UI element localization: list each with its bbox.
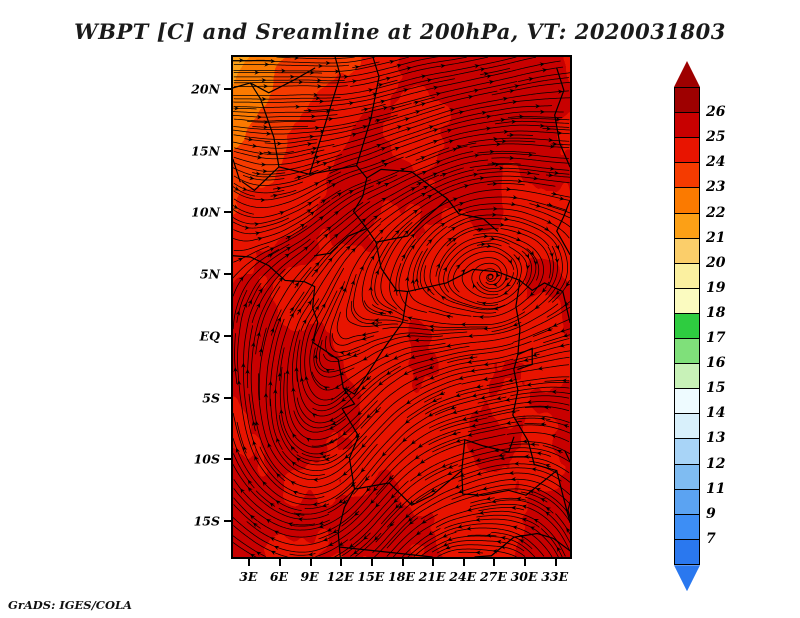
x-tick-label: 33E [541, 569, 569, 584]
x-tick-label: 27E [479, 569, 507, 584]
colorbar-segment [674, 338, 700, 365]
colorbar-segment [674, 488, 700, 516]
x-tick-label: 21E [418, 569, 446, 584]
latitude-axis: 20N 15N 10N 5N EQ 5S 10S 15S [0, 55, 231, 559]
y-tick-label: 15S [193, 513, 220, 529]
y-tick [224, 396, 231, 399]
colorbar-segment [674, 212, 700, 239]
x-tick-label: 18E [388, 569, 415, 584]
y-tick-label: 10N [191, 204, 220, 220]
colorbar-tick-label: 15 [706, 380, 726, 397]
colorbar-segment [674, 363, 700, 390]
colorbar-extend-low [674, 565, 700, 592]
colorbar-tick-label: 20 [706, 254, 726, 271]
colorbar-tick-label: 9 [706, 505, 716, 522]
colorbar-segment [674, 187, 700, 214]
colorbar-tick-label: 16 [706, 355, 726, 372]
longitude-axis: 3E 6E 9E 12E 15E 18E 21E 24E 27E 30E 33E [231, 559, 572, 589]
colorbar-tick-label: 25 [706, 129, 726, 146]
colorbar-tick-label: 14 [706, 405, 726, 422]
y-tick [224, 519, 231, 522]
x-tick-label: 24E [449, 569, 477, 584]
colorbar-tick-label: 24 [706, 154, 726, 171]
colorbar-extend-high [674, 61, 700, 87]
colorbar-segment [674, 162, 700, 189]
colorbar-segment [674, 538, 700, 566]
x-tick-label: 3E [239, 569, 258, 584]
x-tick-label: 9E [300, 569, 319, 584]
colorbar-tick-label: 12 [706, 455, 726, 472]
colorbar-tick-label: 22 [706, 204, 726, 221]
colorbar-segment [674, 287, 700, 315]
x-tick [432, 559, 435, 566]
x-tick [248, 559, 251, 566]
y-tick [224, 334, 231, 337]
colorbar-tick-label: 13 [706, 430, 726, 447]
x-tick [278, 559, 281, 566]
colorbar-segment [674, 413, 700, 440]
y-tick-label: 5S [202, 390, 220, 405]
y-tick [224, 273, 231, 276]
colorbar-segment [674, 388, 700, 415]
colorbar-tick-label: 17 [706, 330, 726, 346]
page-title: WBPT [C] and Sreamline at 200hPa, VT: 20… [74, 19, 726, 44]
y-tick-label: 20N [191, 81, 220, 97]
x-tick-label: 6E [269, 569, 289, 584]
colorbar-tick-label: 11 [706, 480, 726, 497]
y-tick-label: 10S [193, 451, 220, 467]
x-tick [524, 559, 527, 566]
x-tick [554, 559, 557, 566]
colorbar-tick-label: 23 [706, 179, 726, 196]
colorbar-tick-label: 7 [706, 530, 716, 547]
colorbar-segment [674, 87, 700, 114]
y-tick [224, 87, 231, 90]
x-tick [401, 559, 404, 566]
x-tick-label: 30E [510, 569, 538, 584]
x-tick-label: 15E [357, 569, 385, 584]
colorbar-segment [674, 137, 700, 164]
x-tick [493, 559, 496, 566]
y-tick [224, 149, 231, 152]
colorbar-segment [674, 438, 700, 465]
credit-text: GrADS: IGES/COLA [8, 598, 132, 612]
y-tick-label: 15N [191, 143, 220, 159]
colorbar-segment [674, 312, 700, 340]
y-tick-label: 5N [199, 266, 220, 282]
x-tick [309, 559, 312, 566]
colorbar-segment [674, 237, 700, 265]
x-tick [370, 559, 373, 566]
wbpt-field-canvas [233, 57, 570, 557]
x-tick [340, 559, 343, 566]
map-plot-area [233, 57, 570, 557]
colorbar-segment [674, 262, 700, 290]
colorbar-segment [674, 463, 700, 490]
x-tick [462, 559, 465, 566]
colorbar-tick-label: 26 [706, 104, 726, 121]
y-tick [224, 458, 231, 461]
colorbar-segment [674, 112, 700, 139]
y-tick-label: EQ [199, 328, 220, 344]
colorbar-segment [674, 513, 700, 541]
colorbar-tick-label: 18 [706, 304, 726, 321]
colorbar[interactable]: 26 25 24 23 22 21 20 19 18 17 16 15 14 13 12 11 9 7 [670, 57, 790, 592]
colorbar-tick-label: 21 [706, 229, 726, 246]
colorbar-tick-label: 19 [706, 279, 726, 296]
y-tick [224, 211, 231, 214]
x-tick-label: 12E [326, 569, 354, 584]
